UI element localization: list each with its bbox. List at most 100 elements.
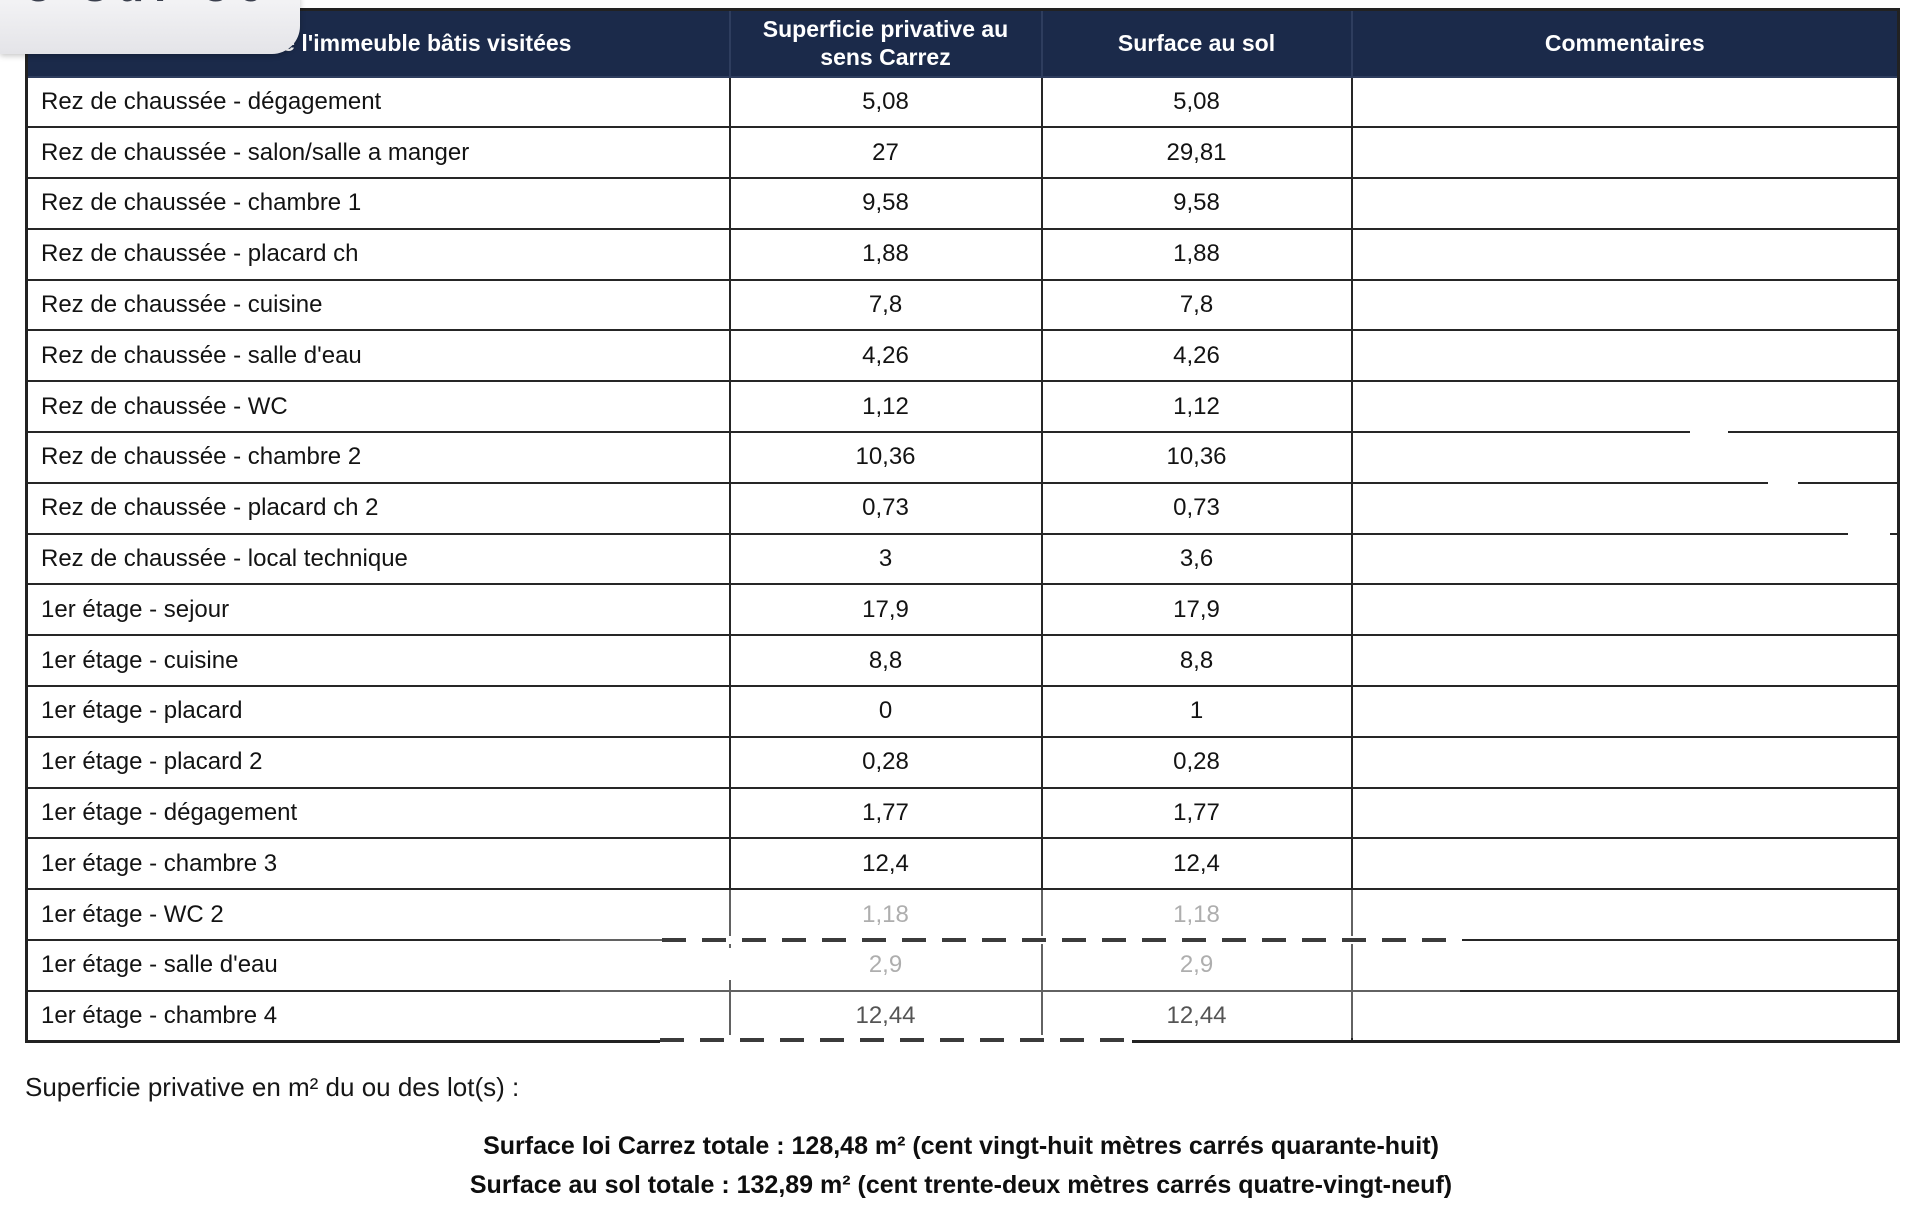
table-row: 1er étage - sejour 17,9 17,9 [25, 583, 1900, 637]
comment-cell [1350, 786, 1900, 840]
comment-cell [1350, 177, 1900, 230]
sol-value: 10,36 [1040, 431, 1353, 484]
table-row: 1er étage - dégagement 1,77 1,77 [25, 786, 1900, 840]
table-row: 1er étage - salle d'eau 2,9 2,9 [25, 939, 1900, 992]
room-label: 1er étage - chambre 4 [25, 989, 731, 1043]
room-label: Rez de chaussée - cuisine [25, 278, 731, 332]
room-label: 1er étage - placard [25, 685, 731, 738]
comment-cell [1350, 380, 1900, 434]
comment-cell [1350, 735, 1900, 789]
carrez-value: 7,8 [728, 278, 1043, 332]
comment-cell [1350, 837, 1900, 891]
room-label: 1er étage - chambre 3 [25, 837, 731, 891]
comment-cell [1350, 532, 1900, 586]
dashed-border-wc2 [662, 938, 1460, 942]
room-label: 1er étage - salle d'eau [25, 939, 731, 992]
table-row: Rez de chaussée - chambre 2 10,36 10,36 [25, 431, 1900, 484]
room-label: Rez de chaussée - chambre 2 [25, 431, 731, 484]
header-carrez: Superficie privative au sens Carrez [728, 8, 1043, 78]
carrez-value: 9,58 [728, 177, 1043, 230]
carrez-surface-table: Parties de l'immeuble bâtis visitées Sup… [25, 8, 1900, 1044]
sol-value: 12,4 [1040, 837, 1353, 891]
carrez-value: 4,26 [728, 329, 1043, 383]
sol-value: 1,12 [1040, 380, 1353, 434]
carrez-value: 8,8 [728, 634, 1043, 688]
carrez-value: 0 [728, 685, 1043, 738]
total-sol-line: Surface au sol totale : 132,89 m² (cent … [469, 1171, 1453, 1199]
sol-value: 0,73 [1040, 481, 1353, 535]
room-label: 1er étage - placard 2 [25, 735, 731, 789]
header-surface-sol: Surface au sol [1040, 8, 1353, 78]
comment-cell [1350, 939, 1900, 992]
table-row: Rez de chaussée - dégagement 5,08 5,08 [25, 75, 1900, 129]
line-gap-artifact-3 [1848, 530, 1890, 539]
carrez-value: 10,36 [728, 431, 1043, 484]
dashed-border-bottom [660, 1038, 1130, 1042]
sol-value: 0,28 [1040, 735, 1353, 789]
carrez-value: 17,9 [728, 583, 1043, 637]
room-label: Rez de chaussée - placard ch 2 [25, 481, 731, 535]
room-label: 1er étage - dégagement [25, 786, 731, 840]
carrez-value: 5,08 [728, 75, 1043, 129]
comment-cell [1350, 75, 1900, 129]
table-row: Rez de chaussée - cuisine 7,8 7,8 [25, 278, 1900, 332]
total-carrez-line: Surface loi Carrez totale : 128,48 m² (c… [483, 1132, 1439, 1160]
carrez-value: 0,73 [728, 481, 1043, 535]
comment-cell [1350, 227, 1900, 281]
comment-cell [1350, 888, 1900, 942]
sol-value: 1,88 [1040, 227, 1353, 281]
sol-value: 29,81 [1040, 126, 1353, 180]
comment-cell [1350, 481, 1900, 535]
comment-cell [1350, 583, 1900, 637]
room-label: Rez de chaussée - salon/salle a manger [25, 126, 731, 180]
sol-value: 7,8 [1040, 278, 1353, 332]
comment-cell [1350, 685, 1900, 738]
table-row: Rez de chaussée - salle d'eau 4,26 4,26 [25, 329, 1900, 383]
table-row: 1er étage - placard 2 0,28 0,28 [25, 735, 1900, 789]
sol-value: 3,6 [1040, 532, 1353, 586]
table-header-row: Parties de l'immeuble bâtis visitées Sup… [25, 8, 1900, 78]
carrez-value: 1,88 [728, 227, 1043, 281]
room-label: Rez de chaussée - chambre 1 [25, 177, 731, 230]
sol-value: 1,77 [1040, 786, 1353, 840]
page-indicator-badge: 3 sur 36 [0, 0, 300, 54]
sol-value: 9,58 [1040, 177, 1353, 230]
table-row: 1er étage - chambre 3 12,4 12,4 [25, 837, 1900, 891]
sol-value: 2,9 [1040, 939, 1353, 992]
table-row: Rez de chaussée - salon/salle a manger 2… [25, 126, 1900, 180]
table-row: 1er étage - cuisine 8,8 8,8 [25, 634, 1900, 688]
page-indicator-text: 3 sur 36 [26, 0, 272, 12]
carrez-value: 3 [728, 532, 1043, 586]
table-row: 1er étage - chambre 4 12,44 12,44 [25, 989, 1900, 1043]
sol-value: 8,8 [1040, 634, 1353, 688]
room-label: 1er étage - WC 2 [25, 888, 731, 942]
line-gap-artifact-2 [1768, 479, 1798, 488]
carrez-value: 1,18 [728, 888, 1043, 942]
room-label: 1er étage - cuisine [25, 634, 731, 688]
carrez-value: 1,77 [728, 786, 1043, 840]
table-body: Rez de chaussée - dégagement 5,08 5,08 R… [25, 75, 1900, 1043]
sol-value: 4,26 [1040, 329, 1353, 383]
table-row: Rez de chaussée - placard ch 1,88 1,88 [25, 227, 1900, 281]
comment-cell [1350, 634, 1900, 688]
comment-cell [1350, 431, 1900, 484]
carrez-value: 12,4 [728, 837, 1043, 891]
watermark-fade-area [560, 890, 1460, 1038]
table-row: 1er étage - placard 0 1 [25, 685, 1900, 738]
carrez-value: 0,28 [728, 735, 1043, 789]
carrez-value: 1,12 [728, 380, 1043, 434]
room-label: Rez de chaussée - placard ch [25, 227, 731, 281]
sol-value: 12,44 [1040, 989, 1353, 1043]
room-label: Rez de chaussée - WC [25, 380, 731, 434]
table-row: Rez de chaussée - chambre 1 9,58 9,58 [25, 177, 1900, 230]
comment-cell [1350, 989, 1900, 1043]
header-commentaires: Commentaires [1350, 8, 1900, 78]
room-label: Rez de chaussée - local technique [25, 532, 731, 586]
sol-value: 1 [1040, 685, 1353, 738]
line-gap-artifact-1 [1690, 428, 1728, 437]
room-label: Rez de chaussée - salle d'eau [25, 329, 731, 383]
lot-surface-label: Superficie privative en m² du ou des lot… [25, 1072, 520, 1102]
table-row: 1er étage - WC 2 1,18 1,18 [25, 888, 1900, 942]
comment-cell [1350, 278, 1900, 332]
